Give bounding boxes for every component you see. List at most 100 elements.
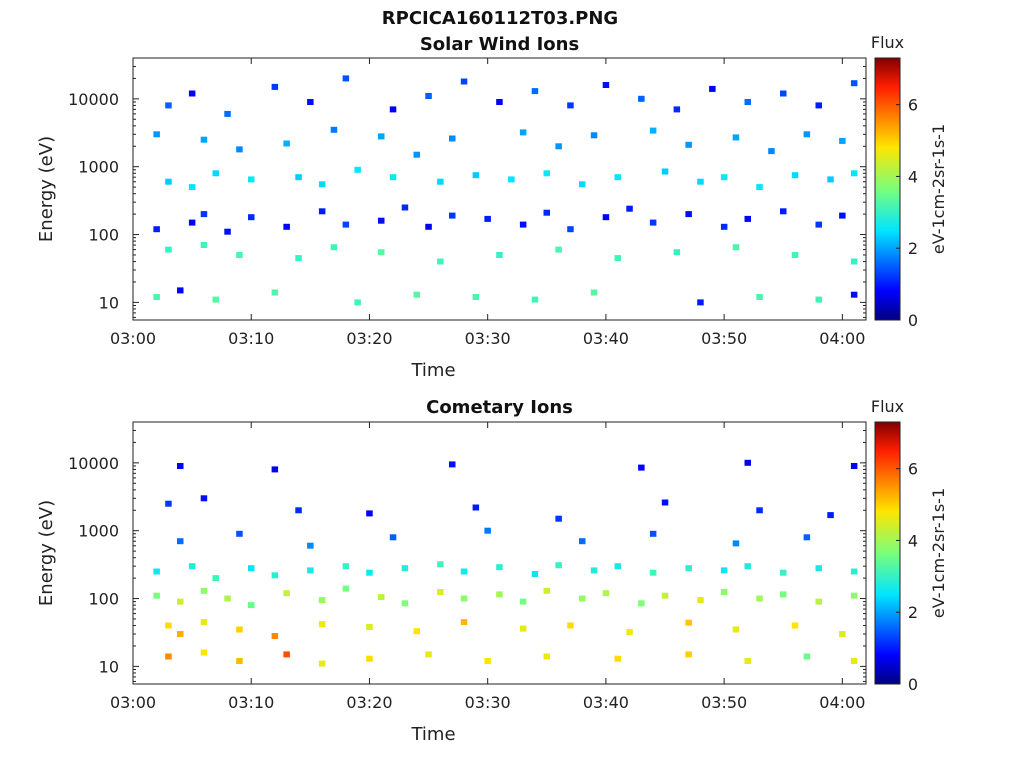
heatmap-cell [389, 106, 397, 113]
heatmap-cell [614, 255, 621, 262]
heatmap-cell [850, 592, 858, 599]
heatmap-cell [318, 660, 326, 667]
x-tick-label: 03:30 [465, 329, 511, 348]
heatmap-cell [248, 214, 255, 221]
heatmap-cell [649, 219, 657, 226]
colorbar-title: Flux [871, 397, 904, 416]
y-tick-label: 1000 [78, 158, 119, 177]
x-tick-label: 03:00 [110, 693, 156, 712]
heatmap-cell [579, 181, 586, 188]
x-tick-label: 04:00 [819, 329, 865, 348]
x-tick-label: 03:40 [583, 329, 629, 348]
heatmap-cell [555, 246, 562, 253]
heatmap-cell [153, 131, 160, 138]
heatmap-cell [307, 567, 314, 574]
y-tick-label: 10 [99, 293, 119, 312]
heatmap-cell [543, 587, 550, 594]
y-tick-label: 1000 [78, 522, 119, 541]
colorbar-tick-label: 4 [908, 167, 918, 186]
heatmap-cell [519, 129, 527, 136]
heatmap-cell [177, 631, 184, 637]
colorbar-tick-label: 2 [908, 239, 918, 258]
colorbar-tick-label: 2 [908, 603, 918, 622]
heatmap-cell [460, 619, 468, 626]
heatmap-cell [839, 212, 846, 219]
heatmap-cell [815, 598, 822, 605]
heatmap-cell [626, 205, 633, 212]
heatmap-cell [756, 595, 763, 602]
heatmap-cell [744, 459, 751, 466]
heatmap-cell [378, 249, 385, 256]
heatmap-cell [543, 209, 550, 216]
heatmap-cell [236, 626, 243, 633]
heatmap-cell [555, 143, 562, 150]
heatmap-cell [413, 151, 420, 158]
heatmap-cell [177, 287, 184, 294]
y-tick-label: 10 [99, 657, 119, 676]
heatmap-cell [378, 594, 385, 601]
heatmap-cell [685, 211, 692, 218]
colorbar-tick-label: 0 [908, 675, 918, 694]
heatmap-cell [188, 563, 196, 570]
heatmap-cell [602, 214, 610, 221]
heatmap-cell [354, 166, 361, 173]
heatmap-cell [484, 527, 491, 534]
y-axis-label: Energy (eV) [36, 136, 57, 242]
heatmap-cell [200, 587, 208, 594]
heatmap-cell [283, 590, 290, 597]
heatmap-cell [224, 228, 231, 235]
heatmap-cell [638, 95, 645, 102]
heatmap-cell [200, 649, 208, 656]
heatmap-cell [318, 208, 326, 215]
heatmap-cell [756, 294, 763, 300]
x-tick-label: 03:30 [465, 693, 511, 712]
heatmap-cell [378, 133, 385, 140]
heatmap-cell [768, 148, 775, 155]
heatmap-cell [827, 512, 834, 519]
heatmap-cell [850, 658, 858, 664]
x-tick-label: 03:50 [701, 693, 747, 712]
heatmap-cell [248, 602, 255, 609]
heatmap-cell [449, 212, 456, 219]
heatmap-cell [472, 172, 480, 179]
heatmap-cell [200, 495, 208, 502]
heatmap-cell [614, 174, 621, 181]
heatmap-cell [744, 215, 751, 222]
heatmap-cell [165, 102, 172, 109]
heatmap-cell [330, 244, 338, 251]
heatmap-cell [318, 181, 326, 188]
heatmap-cell [460, 568, 468, 575]
heatmap-cell [780, 591, 787, 598]
heatmap-cell [330, 126, 338, 133]
heatmap-cell [295, 255, 302, 262]
x-axis-label: Time [410, 724, 455, 745]
heatmap-cell [366, 624, 373, 630]
heatmap-cell [720, 174, 728, 181]
heatmap-cell [791, 252, 799, 258]
heatmap-cell [803, 131, 811, 138]
colorbar-title: Flux [871, 33, 904, 52]
heatmap-cell [697, 178, 704, 185]
heatmap-cell [614, 655, 621, 662]
heatmap-cell [283, 223, 290, 230]
heatmap-cell [248, 565, 255, 572]
heatmap-cell [756, 507, 763, 514]
heatmap-cell [271, 633, 279, 639]
heatmap-cell [212, 575, 219, 582]
colorbar-tick-label: 4 [908, 531, 918, 550]
heatmap-cell [661, 592, 669, 599]
colorbar-label: eV-1cm-2sr-1s-1 [929, 488, 948, 618]
heatmap-cell [732, 540, 740, 547]
heatmap-cell [153, 294, 160, 300]
heatmap-cell [248, 176, 255, 183]
heatmap-cell [342, 221, 350, 228]
heatmap-cell [188, 90, 196, 97]
heatmap-cell [413, 628, 420, 635]
heatmap-cell [567, 102, 574, 109]
heatmap-cell [449, 135, 456, 142]
heatmap-cell [177, 463, 184, 469]
heatmap-cell [850, 463, 858, 469]
heatmap-cell [815, 565, 822, 572]
heatmap-cell [366, 655, 373, 662]
heatmap-cell [188, 219, 196, 226]
